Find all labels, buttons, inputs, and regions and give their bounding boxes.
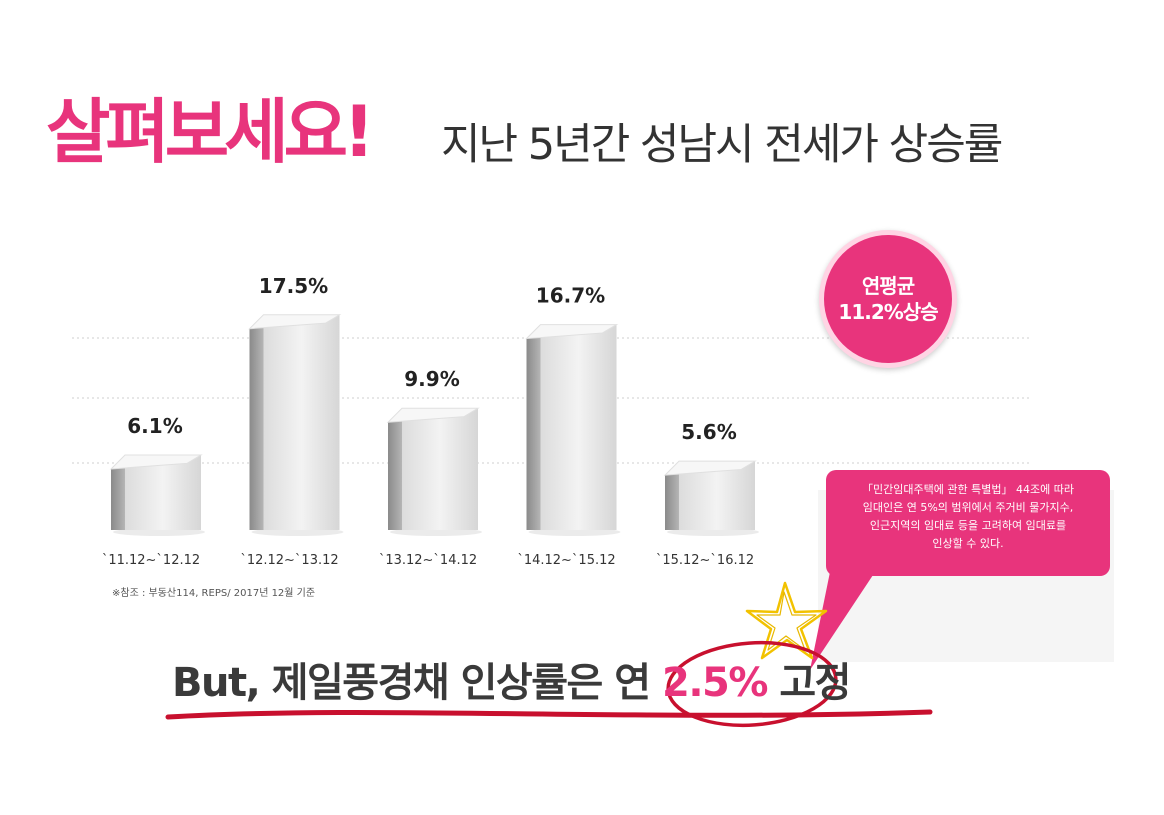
data-label: 6.1% [127,414,182,438]
category-label: `11.12~`12.12 [102,553,200,568]
bar-top [248,314,342,330]
bar-top [525,324,619,340]
data-label: 9.9% [404,367,459,391]
bar-side [111,454,125,530]
bar [525,324,621,536]
bottom-text-part2: 고정 [766,660,851,706]
average-badge: 연평균 11.2%상승 [819,230,957,368]
category-label: `14.12~`15.12 [517,553,615,568]
category-label: `13.12~`14.12 [379,553,477,568]
callout-line1: 「민간임대주택에 관한 특별법」 44조에 따라 [862,483,1074,496]
page-subtitle: 지난 5년간 성남시 전세가 상승률 [441,120,1003,170]
bar-front [402,408,478,530]
bar-front [540,324,617,530]
page-title: 살펴보세요! [46,91,375,173]
badge-line2: 11.2%상승 [838,300,938,324]
category-label: `12.12~`13.12 [240,553,338,568]
bar [386,407,482,536]
bar-top [386,407,480,423]
header: 살펴보세요! 지난 5년간 성남시 전세가 상승률 [46,70,1126,180]
bar [663,460,759,536]
bars-layer: 6.1% `11.12~`12.12 17.5% `12.12~`13.12 9.9% `… [102,274,759,568]
law-callout: 「민간임대주택에 관한 특별법」 44조에 따라 임대인은 연 5%의 범위에서… [826,470,1110,576]
source-note: ※참조 : 부동산114, REPS/ 2017년 12월 기준 [112,588,316,599]
bar [248,314,344,536]
bottom-text-part1: But, 제일풍경채 인상률은 연 [172,660,662,706]
bar-top [109,454,203,470]
bar-front [263,314,340,530]
bar [109,454,205,536]
callout-line3: 인근지역의 임대료 등을 고려하여 임대료를 [869,519,1067,532]
callout-line2: 임대인은 연 5%의 범위에서 주거비 물가지수, [862,501,1074,514]
badge-line1: 연평균 [861,274,915,298]
rate-highlight: 2.5% [661,660,768,706]
category-label: `15.12~`16.12 [656,553,754,568]
callout-line4: 인상할 수 있다. [932,537,1004,550]
bottom-statement: But, 제일풍경채 인상률은 연 2.5% 고정 [172,650,851,708]
data-label: 5.6% [681,420,736,444]
bar-side [388,408,402,530]
bar-side [249,314,264,530]
bar-side [526,324,541,530]
data-label: 16.7% [536,284,605,308]
bar-side [665,461,679,530]
data-label: 17.5% [259,274,328,298]
bar-top [663,460,757,476]
